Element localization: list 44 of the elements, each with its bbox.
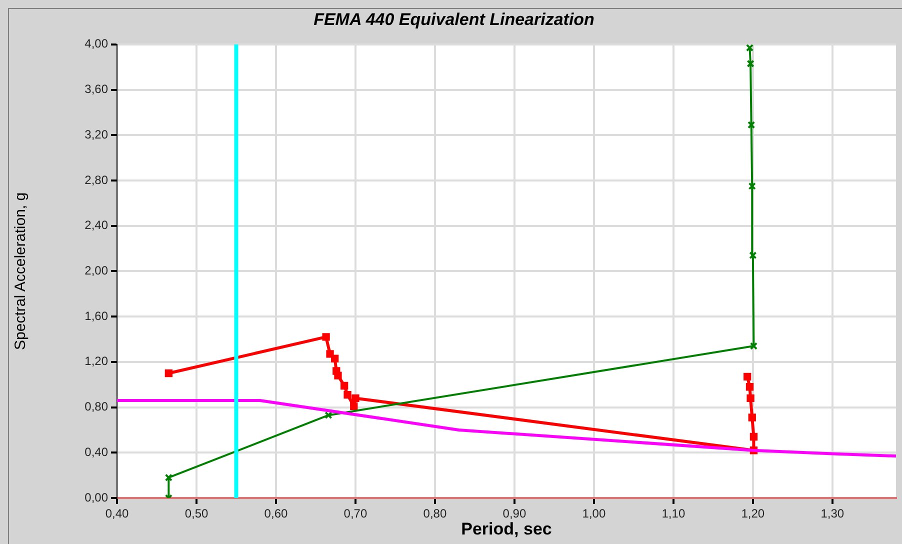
chart-title: FEMA 440 Equivalent Linearization (314, 10, 594, 29)
point (746, 60, 754, 68)
x-tick-label: 1,20 (741, 506, 765, 521)
x-tick-label: 0,40 (105, 506, 129, 521)
x-tick-label: 1,10 (662, 506, 686, 521)
point (748, 121, 756, 129)
y-tick-label: 2,00 (84, 264, 108, 278)
point (330, 354, 339, 362)
point (746, 383, 754, 391)
y-tick-label: 0,80 (84, 400, 108, 414)
point (164, 369, 172, 378)
point (352, 394, 360, 402)
point (324, 411, 332, 420)
point (746, 394, 754, 402)
point (750, 342, 758, 350)
y-tick-label: 3,20 (84, 127, 108, 142)
point (164, 474, 172, 482)
y-tick-label: 3,60 (84, 82, 108, 96)
x-tick-label: 0,90 (502, 506, 526, 521)
point (748, 182, 756, 190)
point (340, 382, 348, 390)
point (748, 414, 756, 422)
y-tick-label: 2,80 (84, 172, 108, 187)
point (749, 251, 757, 260)
x-tick-label: 1,00 (582, 506, 606, 521)
y-tick-label: 0,40 (84, 444, 108, 459)
y-axis-title: Spectral Acceleration, g (12, 192, 30, 350)
point (350, 402, 358, 410)
y-tick-label: 4,00 (84, 36, 108, 51)
x-tick-label: 0,80 (423, 506, 447, 521)
x-tick-label: 0,50 (184, 506, 208, 521)
point (744, 372, 752, 380)
y-tick-label: 2,40 (84, 218, 108, 232)
y-tick-label: 1,60 (84, 308, 108, 323)
point (322, 333, 330, 341)
y-tick-label: 0,00 (84, 490, 108, 504)
x-tick-label: 0,60 (264, 506, 288, 521)
x-tick-label: 0,70 (344, 506, 368, 521)
point (750, 432, 758, 441)
point (344, 390, 352, 399)
x-tick-label: 1,30 (820, 506, 844, 521)
x-axis-title: Period, sec (461, 519, 552, 538)
point (334, 372, 342, 380)
y-tick-label: 1,20 (84, 354, 108, 368)
